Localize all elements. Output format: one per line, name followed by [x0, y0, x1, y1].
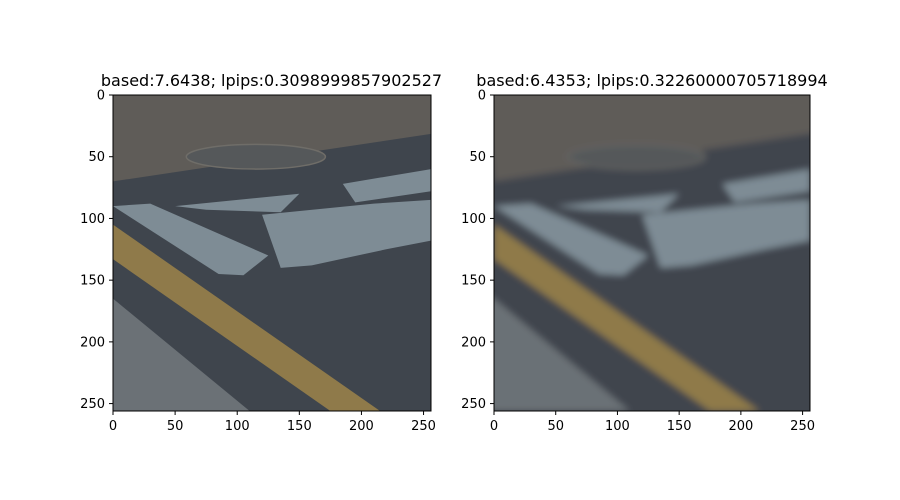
road-image: [113, 95, 431, 411]
x-tick-label: 250: [411, 419, 436, 434]
paint-stroke-3: [262, 199, 431, 268]
paint-stroke-2: [555, 193, 680, 213]
x-tick-label: 250: [790, 419, 815, 434]
y-tick-label: 200: [80, 335, 105, 350]
y-tick-label: 200: [461, 335, 486, 350]
manhole: [185, 143, 327, 170]
y-tick-label: 100: [461, 212, 486, 227]
y-tick-label: 100: [80, 212, 105, 227]
x-tick-label: 0: [109, 419, 117, 434]
paint-stroke-4: [722, 169, 810, 203]
paint-stroke-5: [777, 203, 810, 225]
right-image-panel: 0 50 100 150 200 250 0 50 100 150 200 250: [461, 89, 815, 435]
x-tick-label: 50: [167, 419, 184, 434]
left-image-panel: 0 50 100 150 200 250 0 50 100 150 200 250: [80, 89, 436, 435]
x-tick-label: 0: [490, 419, 498, 434]
right-panel-title: based:6.4353; lpips:0.32260000705718994: [476, 71, 828, 90]
axes-frame: [493, 94, 811, 412]
manhole: [566, 143, 706, 170]
axes-frame: [112, 94, 432, 412]
y-tick-label: 50: [469, 150, 486, 165]
paint-stroke-5: [398, 203, 431, 225]
curb: [113, 298, 250, 411]
x-tick-label: 200: [728, 419, 753, 434]
x-tick-label: 150: [667, 419, 692, 434]
paint-stroke-3: [642, 199, 810, 268]
y-tick-label: 0: [97, 89, 105, 104]
x-tick-label: 100: [605, 419, 630, 434]
y-tick-label: 50: [88, 150, 105, 165]
y-tick-label: 250: [461, 397, 486, 412]
paint-stroke-4: [342, 169, 431, 203]
y-tick-label: 150: [461, 274, 486, 289]
y-tick-label: 250: [80, 397, 105, 412]
road-image: [494, 95, 810, 411]
x-tick-label: 200: [349, 419, 374, 434]
paint-stroke-1: [494, 203, 649, 276]
curb: [494, 298, 630, 411]
yellow-line: [494, 224, 760, 411]
yellow-line: [113, 224, 381, 411]
y-tick-label: 0: [478, 89, 486, 104]
x-tick-label: 50: [547, 419, 564, 434]
paint-stroke-1: [113, 203, 269, 276]
y-tick-label: 150: [80, 274, 105, 289]
paint-stroke-2: [175, 193, 300, 213]
left-panel-title: based:7.6438; lpips:0.3098999857902527: [100, 71, 443, 90]
x-tick-label: 100: [225, 419, 250, 434]
x-tick-label: 150: [287, 419, 312, 434]
